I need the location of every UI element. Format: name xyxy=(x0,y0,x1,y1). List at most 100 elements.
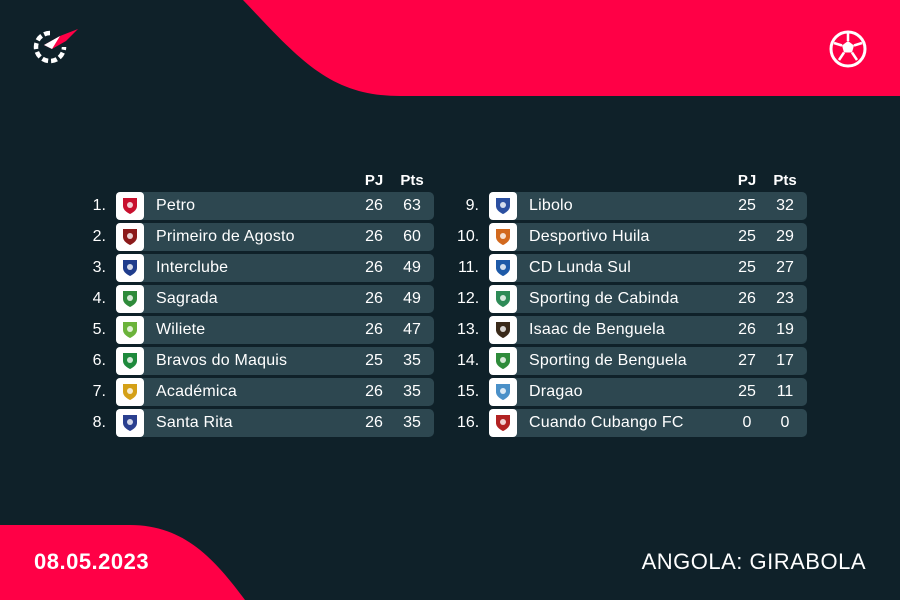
team-name[interactable]: Primeiro de Agosto xyxy=(156,228,295,245)
table-row[interactable]: 12. Sporting de Cabinda 26 23 xyxy=(457,285,807,316)
team-name[interactable]: Bravos do Maquis xyxy=(156,352,288,369)
table-row[interactable]: 8. Santa Rita 26 35 xyxy=(84,409,434,440)
league-name: ANGOLA: GIRABOLA xyxy=(641,549,866,574)
table-row[interactable]: 3. Interclube 26 49 xyxy=(84,254,434,285)
team-points: 29 xyxy=(776,228,794,245)
team-row-bar[interactable] xyxy=(116,378,434,406)
team-name[interactable]: Santa Rita xyxy=(156,414,233,431)
libolo-crest-icon xyxy=(489,192,517,220)
team-name[interactable]: Libolo xyxy=(529,197,573,214)
matches-played: 25 xyxy=(738,228,756,245)
matches-played: 25 xyxy=(365,352,383,369)
team-name[interactable]: Sagrada xyxy=(156,290,218,307)
table-row[interactable]: 6. Bravos do Maquis 25 35 xyxy=(84,347,434,378)
sagrada-crest-icon xyxy=(116,285,144,313)
table-header: PJ Pts xyxy=(84,170,434,192)
points-column-header: Pts xyxy=(400,172,424,189)
team-row-bar[interactable] xyxy=(489,316,807,344)
standings-table-left: PJ Pts 1. Petro 26 63 2. Primeiro de Agosto 26… xyxy=(84,170,434,440)
team-name[interactable]: Petro xyxy=(156,197,196,214)
team-points: 47 xyxy=(403,321,421,338)
matches-played: 0 xyxy=(742,414,752,431)
team-name[interactable]: Cuando Cubango FC xyxy=(529,414,684,431)
played-column-header: PJ xyxy=(737,172,757,189)
team-row-bar[interactable] xyxy=(116,409,434,437)
team-rank: 9. xyxy=(465,197,479,214)
matches-played: 26 xyxy=(365,321,383,338)
team-row-bar[interactable] xyxy=(489,378,807,406)
table-row[interactable]: 11. CD Lunda Sul 25 27 xyxy=(457,254,807,285)
team-name[interactable]: Desportivo Huila xyxy=(529,228,650,245)
table-row[interactable]: 10. Desportivo Huila 25 29 xyxy=(457,223,807,254)
team-row-bar[interactable] xyxy=(489,409,807,437)
dragao-crest-icon xyxy=(489,378,517,406)
team-name[interactable]: Dragao xyxy=(529,383,583,400)
bravos-do-maquis-crest-icon xyxy=(116,347,144,375)
primeiro-de-agosto-crest-icon xyxy=(116,223,144,251)
team-points: 35 xyxy=(403,352,421,369)
team-points: 49 xyxy=(403,290,421,307)
team-rank: 10. xyxy=(457,228,480,245)
team-name[interactable]: Sporting de Benguela xyxy=(529,352,687,369)
sporting-de-cabinda-crest-icon xyxy=(489,285,517,313)
table-row[interactable]: 14. Sporting de Benguela 27 17 xyxy=(457,347,807,378)
matches-played: 25 xyxy=(738,197,756,214)
team-points: 35 xyxy=(403,383,421,400)
team-row-bar[interactable] xyxy=(116,192,434,220)
team-row-bar[interactable] xyxy=(489,347,807,375)
team-points: 19 xyxy=(776,321,794,338)
team-row-bar[interactable] xyxy=(116,285,434,313)
isaac-de-benguela-crest-icon xyxy=(489,316,517,344)
academica-crest-icon xyxy=(116,378,144,406)
matches-played: 26 xyxy=(365,197,383,214)
team-points: 17 xyxy=(776,352,794,369)
team-row-bar[interactable] xyxy=(489,285,807,313)
team-name[interactable]: Wiliete xyxy=(156,321,206,338)
matches-played: 26 xyxy=(365,290,383,307)
match-date: 08.05.2023 xyxy=(34,549,150,574)
table-row[interactable]: 7. Académica 26 35 xyxy=(84,378,434,409)
flashscore-logo-icon[interactable] xyxy=(30,27,80,67)
team-rank: 8. xyxy=(92,414,106,431)
standings-table-right: PJ Pts 9. Libolo 25 32 10. Desportivo Huila 25… xyxy=(457,170,807,440)
table-row[interactable]: 13. Isaac de Benguela 26 19 xyxy=(457,316,807,347)
team-row-bar[interactable] xyxy=(116,347,434,375)
santa-rita-crest-icon xyxy=(116,409,144,437)
team-row-bar[interactable] xyxy=(116,254,434,282)
wiliete-crest-icon xyxy=(116,316,144,344)
team-name[interactable]: CD Lunda Sul xyxy=(529,259,632,276)
team-row-bar[interactable] xyxy=(489,192,807,220)
team-row-bar[interactable] xyxy=(489,254,807,282)
table-row[interactable]: 16. Cuando Cubango FC 0 0 xyxy=(457,409,807,440)
team-row-bar[interactable] xyxy=(116,223,434,251)
table-row[interactable]: 5. Wiliete 26 47 xyxy=(84,316,434,347)
team-row-bar[interactable] xyxy=(489,223,807,251)
table-row[interactable]: 2. Primeiro de Agosto 26 60 xyxy=(84,223,434,254)
table-header: PJ Pts xyxy=(457,170,807,192)
team-rank: 11. xyxy=(457,259,479,276)
played-column-header: PJ xyxy=(364,172,384,189)
matches-played: 26 xyxy=(738,321,756,338)
football-icon xyxy=(829,30,867,68)
team-rank: 5. xyxy=(92,321,106,338)
team-points: 23 xyxy=(776,290,794,307)
table-row[interactable]: 9. Libolo 25 32 xyxy=(457,192,807,223)
team-points: 35 xyxy=(403,414,421,431)
table-row[interactable]: 1. Petro 26 63 xyxy=(84,192,434,223)
team-name[interactable]: Interclube xyxy=(156,259,229,276)
desportivo-huila-crest-icon xyxy=(489,223,517,251)
team-name[interactable]: Académica xyxy=(156,383,237,400)
interclube-crest-icon xyxy=(116,254,144,282)
team-name[interactable]: Sporting de Cabinda xyxy=(529,290,679,307)
team-row-bar[interactable] xyxy=(116,316,434,344)
team-rank: 15. xyxy=(457,383,480,400)
team-name[interactable]: Isaac de Benguela xyxy=(529,321,665,338)
team-points: 60 xyxy=(403,228,421,245)
table-row[interactable]: 15. Dragao 25 11 xyxy=(457,378,807,409)
table-row[interactable]: 4. Sagrada 26 49 xyxy=(84,285,434,316)
team-points: 27 xyxy=(776,259,794,276)
team-rank: 2. xyxy=(92,228,106,245)
petro-crest-icon xyxy=(116,192,144,220)
team-rank: 12. xyxy=(457,290,480,307)
